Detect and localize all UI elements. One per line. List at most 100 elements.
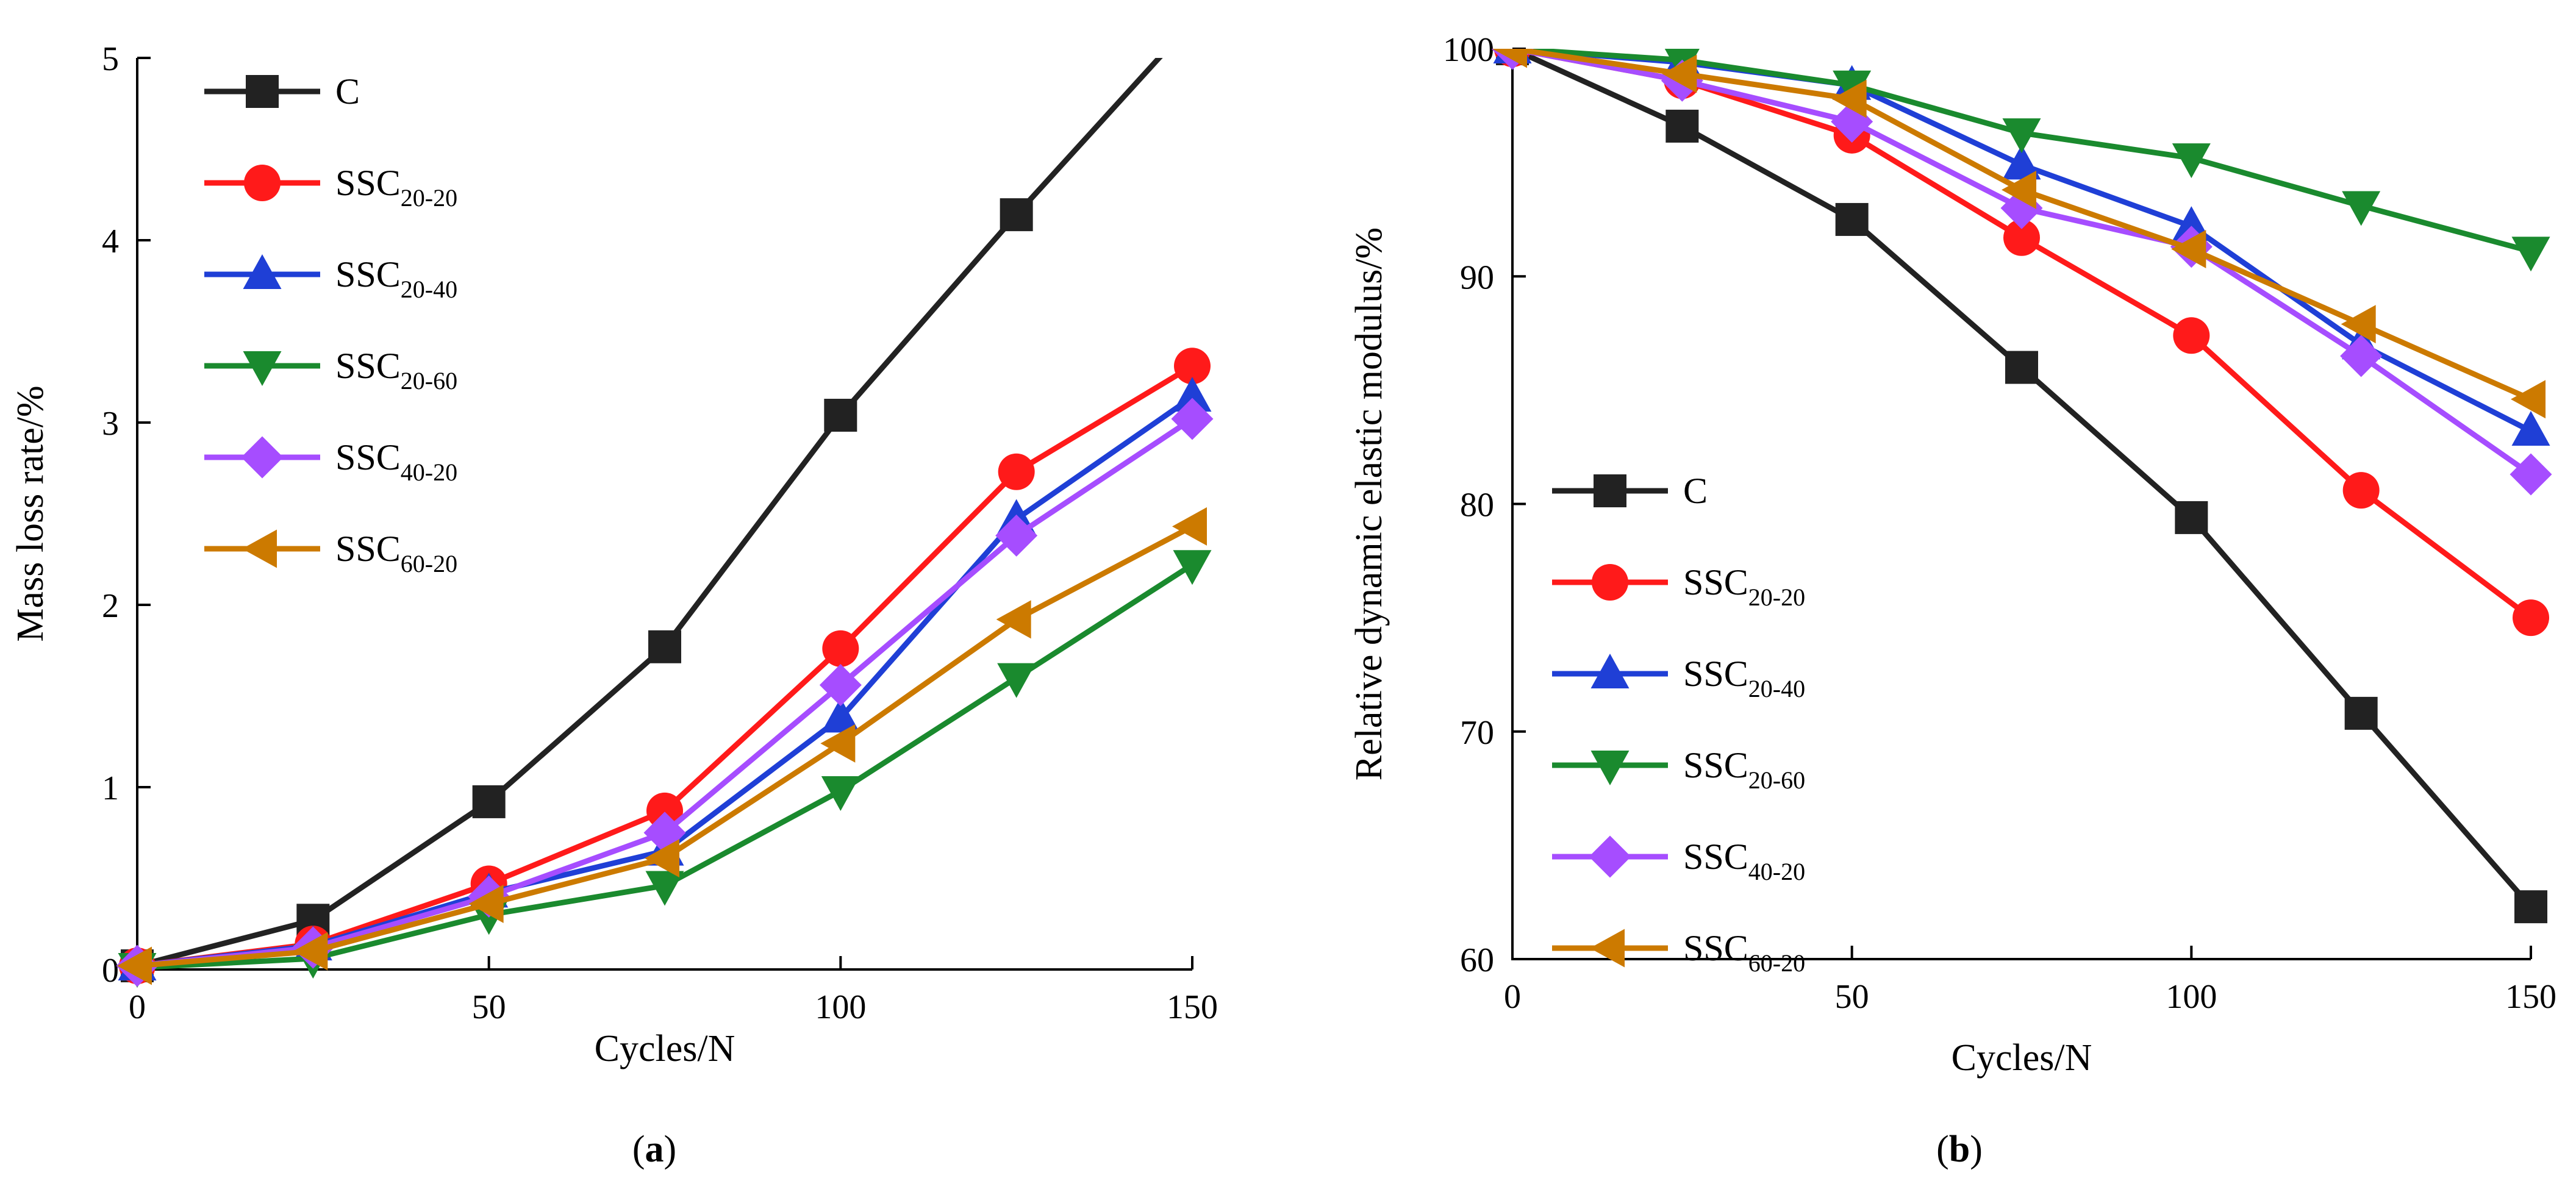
legend-marker — [242, 529, 277, 568]
legend-entry-label: SSC40-20 — [335, 437, 457, 486]
legend-entry-subscript: 20-40 — [401, 276, 457, 303]
legend-entry-label: SSC20-40 — [335, 254, 457, 303]
data-point — [117, 946, 152, 985]
data-point — [996, 600, 1031, 639]
data-point — [824, 399, 857, 432]
legend-entry-subscript: 20-20 — [401, 184, 457, 212]
data-point — [1171, 398, 1214, 440]
data-point — [2005, 351, 2038, 384]
legend-entry-name: SSC — [335, 254, 401, 295]
legend-entry-label: SSC40-20 — [1683, 837, 1805, 885]
y-tick-label: 100 — [1443, 31, 1494, 69]
legend-entry-subscript: 20-20 — [1748, 584, 1805, 611]
y-axis-title: Relative dynamic elastic modulus/% — [1348, 227, 1390, 780]
data-point — [1173, 550, 1212, 585]
legend-entry-name: SSC — [1683, 928, 1748, 968]
legend-marker — [1590, 751, 1630, 785]
legend-entry-subscript: 60-20 — [401, 550, 457, 577]
legend-entry-subscript: 40-20 — [401, 459, 457, 486]
x-axis-title: Cycles/N — [1952, 1037, 2092, 1079]
data-point — [2172, 206, 2211, 241]
panel-caption-letter: b — [1949, 1129, 1970, 1170]
data-point — [2171, 229, 2206, 268]
data-point — [646, 792, 683, 829]
legend-entry-name: SSC — [335, 437, 401, 477]
x-tick-label: 150 — [2505, 978, 2556, 1016]
y-tick-label: 80 — [1460, 487, 1494, 524]
legend-marker — [244, 165, 281, 201]
legend-entry-label: SSC20-60 — [1683, 745, 1805, 794]
data-point — [995, 514, 1038, 557]
legend-entry-label: SSC20-60 — [335, 346, 457, 394]
data-point — [822, 630, 859, 667]
data-point — [648, 630, 681, 663]
legend-entry-label: SSC20-20 — [335, 163, 457, 212]
x-tick-label: 50 — [1835, 978, 1869, 1016]
panel-caption: (b) — [1936, 1129, 1983, 1170]
y-tick-label: 70 — [1460, 714, 1494, 752]
series-line — [137, 562, 1194, 971]
data-point — [2513, 599, 2549, 637]
series-ssc-60-20 — [117, 507, 1207, 985]
data-point — [2173, 317, 2210, 354]
data-point — [2003, 219, 2040, 256]
data-point — [1492, 49, 1527, 68]
legend-entry-subscript: 20-40 — [1748, 675, 1805, 702]
legend-entry-name: SSC — [1683, 562, 1748, 602]
data-point — [819, 664, 862, 707]
legend-marker — [1589, 835, 1631, 878]
x-tick-label: 0 — [1504, 978, 1521, 1016]
data-point — [1831, 79, 1867, 118]
data-point — [821, 776, 860, 811]
data-point — [997, 663, 1036, 698]
legend-marker — [1590, 929, 1625, 968]
y-tick-label: 3 — [102, 405, 119, 443]
legend-entry-name: SSC — [1683, 837, 1748, 877]
data-point — [472, 785, 506, 818]
data-point — [821, 698, 860, 733]
data-point — [2342, 191, 2381, 226]
legend-entry-subscript: 40-20 — [1748, 858, 1805, 885]
legend-entry-label: C — [1683, 471, 1708, 511]
legend-marker — [1590, 654, 1630, 688]
chart-panel-b: 0 50 100 150 60 70 80 90 100 Cycles/N Relative dyn… — [1348, 31, 2556, 1170]
x-axis-title: Cycles/N — [595, 1028, 735, 1069]
legend-marker — [241, 436, 284, 479]
data-point — [293, 932, 328, 971]
y-tick-label: 2 — [102, 587, 119, 625]
data-point — [1172, 507, 1207, 546]
chart-panel-a: 0 50 100 150 0 1 2 3 4 5 Cycles/N Mass loss rate/% (… — [10, 40, 1218, 1170]
data-point — [468, 884, 504, 923]
data-point — [2511, 411, 2550, 446]
legend-marker — [246, 75, 279, 108]
legend-entry-name: SSC — [335, 163, 401, 203]
series-ssc-20-60 — [118, 550, 1212, 988]
data-point — [645, 839, 679, 878]
legend-entry-name: SSC — [335, 346, 401, 386]
legend-entry-name: C — [1683, 471, 1708, 511]
series-ssc-40-20 — [1491, 49, 2552, 496]
legend-marker — [1594, 474, 1626, 507]
data-point — [1835, 202, 1869, 236]
data-point — [2002, 170, 2036, 209]
legend-entry-name: SSC — [335, 529, 401, 569]
data-point — [2510, 453, 2552, 496]
data-point — [998, 453, 1035, 490]
y-tick-label: 0 — [102, 952, 119, 990]
panel-caption-letter: a — [645, 1129, 664, 1170]
series-ssc-60-20 — [1492, 49, 2546, 419]
panel-caption: (a) — [632, 1129, 676, 1170]
y-tick-label: 60 — [1460, 941, 1494, 979]
legend-entry-name: SSC — [1683, 745, 1748, 785]
data-point — [1174, 348, 1211, 385]
x-tick-label: 0 — [129, 988, 146, 1026]
data-point — [2340, 335, 2383, 377]
series-line — [1512, 49, 2533, 477]
data-point — [2511, 380, 2546, 419]
data-point — [1665, 109, 1699, 143]
data-point — [2172, 143, 2211, 179]
legend-marker — [1592, 564, 1628, 601]
legend-entry-name: SSC — [1683, 654, 1748, 694]
y-tick-label: 4 — [102, 223, 119, 260]
data-point — [2002, 118, 2041, 154]
